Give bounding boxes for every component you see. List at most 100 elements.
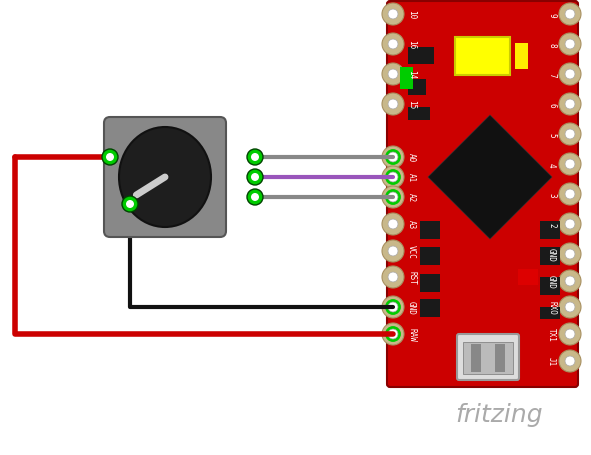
Circle shape xyxy=(388,247,398,256)
Bar xyxy=(495,344,505,372)
Text: 4: 4 xyxy=(547,162,556,167)
Text: RAW: RAW xyxy=(407,327,416,341)
Circle shape xyxy=(382,147,404,169)
Circle shape xyxy=(251,154,259,162)
Circle shape xyxy=(382,94,404,116)
Circle shape xyxy=(565,220,575,229)
Text: 10: 10 xyxy=(407,10,416,20)
Circle shape xyxy=(385,170,401,186)
Circle shape xyxy=(565,160,575,170)
Text: GND: GND xyxy=(547,274,556,288)
Circle shape xyxy=(251,174,259,182)
Circle shape xyxy=(382,4,404,26)
Text: TX1: TX1 xyxy=(547,327,556,341)
Bar xyxy=(420,274,440,293)
Circle shape xyxy=(388,40,398,50)
Bar xyxy=(408,80,426,96)
Circle shape xyxy=(385,326,401,342)
Text: fritzing: fritzing xyxy=(455,402,543,426)
Circle shape xyxy=(247,150,263,166)
Text: A3: A3 xyxy=(407,220,416,229)
Circle shape xyxy=(565,40,575,50)
Circle shape xyxy=(565,277,575,286)
Circle shape xyxy=(559,270,581,293)
Text: 9: 9 xyxy=(547,13,556,17)
Text: 3: 3 xyxy=(547,192,556,197)
Circle shape xyxy=(388,220,398,229)
FancyBboxPatch shape xyxy=(104,118,226,238)
Bar xyxy=(408,48,434,65)
Circle shape xyxy=(382,324,404,345)
Text: 2: 2 xyxy=(547,222,556,227)
Bar xyxy=(455,38,510,76)
Circle shape xyxy=(388,100,398,110)
Bar xyxy=(471,344,481,372)
Bar xyxy=(420,299,440,317)
Bar xyxy=(515,44,528,70)
Circle shape xyxy=(126,201,134,208)
Text: 8: 8 xyxy=(547,43,556,47)
Circle shape xyxy=(106,154,114,162)
Text: A0: A0 xyxy=(407,153,416,162)
Circle shape xyxy=(559,64,581,86)
Circle shape xyxy=(388,172,398,182)
Circle shape xyxy=(559,94,581,116)
Circle shape xyxy=(559,124,581,146)
Text: GND: GND xyxy=(407,300,416,314)
Circle shape xyxy=(382,296,404,318)
Bar xyxy=(463,342,513,374)
Circle shape xyxy=(388,329,398,339)
Text: 5: 5 xyxy=(547,132,556,137)
FancyBboxPatch shape xyxy=(457,334,519,380)
Circle shape xyxy=(559,350,581,372)
Circle shape xyxy=(388,192,398,202)
Bar xyxy=(518,269,538,285)
Bar xyxy=(420,248,440,265)
Text: A2: A2 xyxy=(407,193,416,202)
Circle shape xyxy=(385,190,401,206)
Text: J1: J1 xyxy=(547,357,556,366)
Circle shape xyxy=(565,190,575,199)
Circle shape xyxy=(247,190,263,206)
Text: RST: RST xyxy=(407,270,416,284)
Circle shape xyxy=(385,299,401,315)
Circle shape xyxy=(388,153,398,162)
Text: 14: 14 xyxy=(407,70,416,80)
Bar xyxy=(540,307,560,319)
Circle shape xyxy=(565,10,575,20)
Bar xyxy=(420,222,440,239)
Circle shape xyxy=(382,213,404,236)
Text: RXO: RXO xyxy=(547,300,556,314)
Bar xyxy=(540,278,560,295)
Circle shape xyxy=(565,303,575,312)
Circle shape xyxy=(388,10,398,20)
Circle shape xyxy=(385,150,401,166)
Circle shape xyxy=(388,273,398,283)
Text: 7: 7 xyxy=(547,72,556,77)
Bar xyxy=(540,248,560,265)
Circle shape xyxy=(565,249,575,259)
Text: GND: GND xyxy=(547,248,556,261)
FancyBboxPatch shape xyxy=(387,2,578,387)
Text: 15: 15 xyxy=(407,100,416,109)
Circle shape xyxy=(382,187,404,208)
Circle shape xyxy=(382,64,404,86)
Circle shape xyxy=(559,243,581,265)
Circle shape xyxy=(565,130,575,140)
Circle shape xyxy=(559,4,581,26)
Circle shape xyxy=(559,213,581,236)
Text: A1: A1 xyxy=(407,173,416,182)
Circle shape xyxy=(388,70,398,80)
Text: 6: 6 xyxy=(547,102,556,107)
Circle shape xyxy=(382,34,404,56)
Text: 16: 16 xyxy=(407,40,416,50)
Polygon shape xyxy=(428,116,552,239)
Circle shape xyxy=(565,329,575,339)
Circle shape xyxy=(251,193,259,202)
Text: VCC: VCC xyxy=(407,244,416,258)
Circle shape xyxy=(559,154,581,176)
Circle shape xyxy=(388,303,398,312)
Circle shape xyxy=(565,100,575,110)
Circle shape xyxy=(382,267,404,288)
Bar xyxy=(408,108,430,121)
